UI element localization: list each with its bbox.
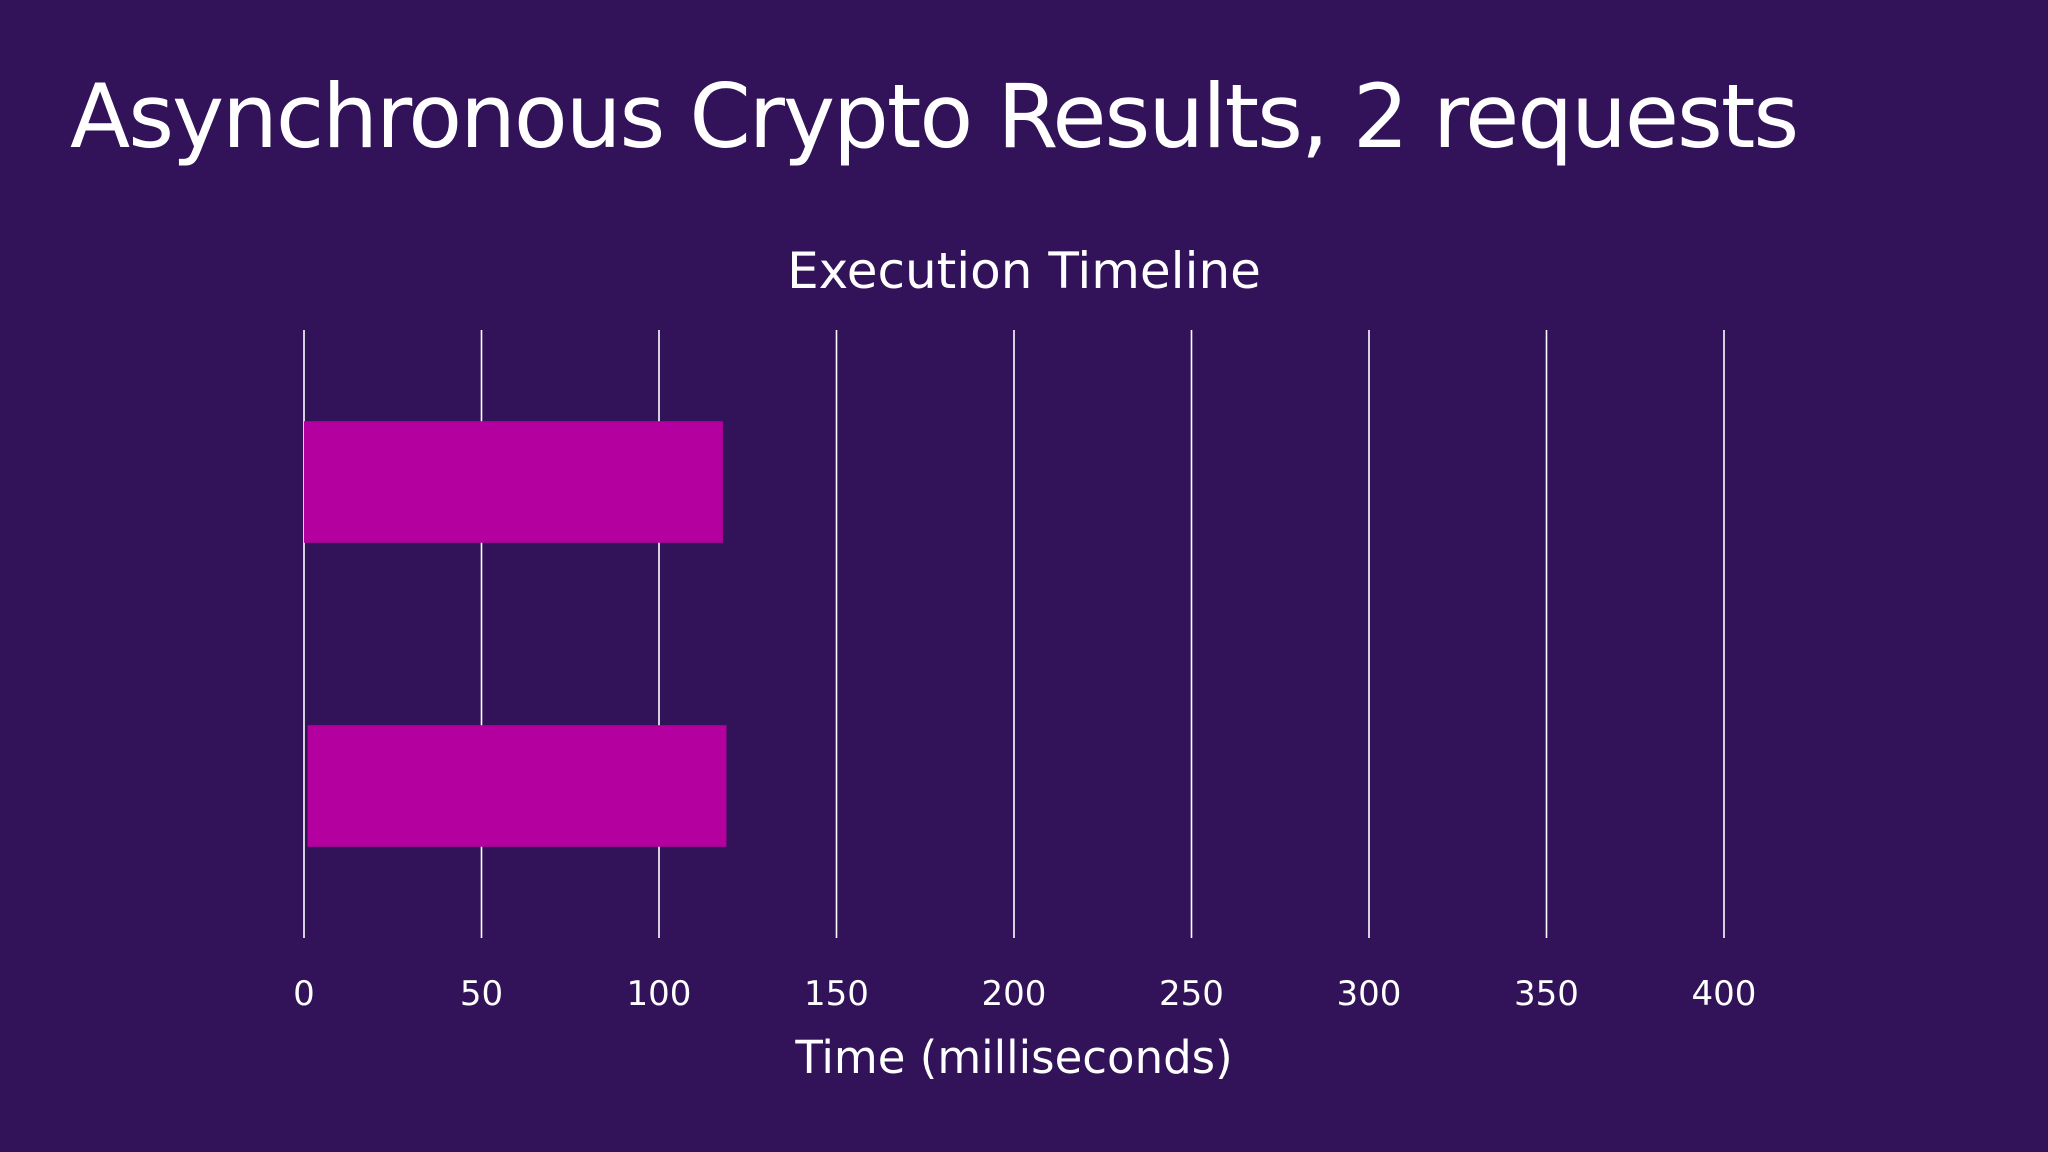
timeline-bar-2 [307,725,727,847]
x-tick-label-0: 0 [293,974,315,1014]
timeline-bar-1 [304,421,723,543]
x-tick-label-350: 350 [1514,974,1579,1014]
x-tick-label-250: 250 [1159,974,1224,1014]
x-tick-label-50: 50 [460,974,503,1014]
x-axis-ticks: 0 50 100 150 200 250 300 350 400 [293,974,1756,1014]
x-tick-label-400: 400 [1692,974,1757,1014]
gridlines [303,330,1725,938]
slide-title: Asynchronous Crypto Results, 2 requests [70,65,1799,168]
x-axis-label: Time (milliseconds) [794,1031,1232,1084]
x-tick-label-100: 100 [627,974,692,1014]
bars [304,421,727,847]
x-tick-label-300: 300 [1337,974,1402,1014]
chart-title: Execution Timeline [787,242,1261,300]
x-tick-label-150: 150 [804,974,869,1014]
x-tick-label-200: 200 [982,974,1047,1014]
